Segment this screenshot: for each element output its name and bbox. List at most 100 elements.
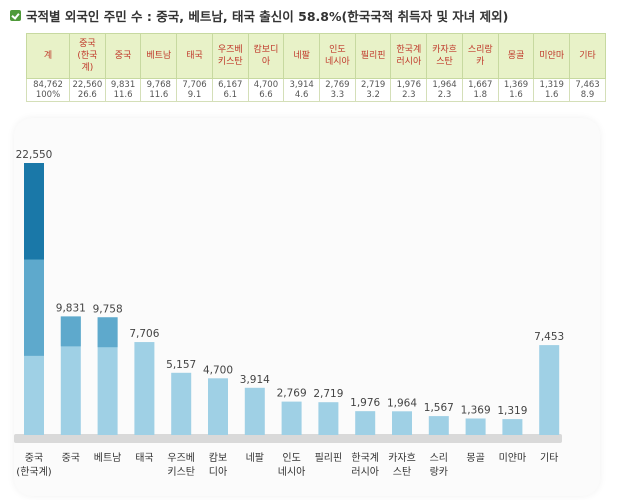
x-tick-label: 카자흐 xyxy=(388,452,416,464)
x-tick-label: 키스탄 xyxy=(167,466,195,478)
data-label: 2,719 xyxy=(313,388,343,400)
table-header-row: 계 중국 (한국 계) 중국 베트남 태국 우즈베 키스탄 캄보디 아 네팔 인도 네시아 필리핀 한국계 러시… xyxy=(26,33,606,79)
bar-segment-mid xyxy=(60,316,81,347)
x-tick-label: 중국 xyxy=(25,452,43,464)
x-tick-label: 랑카 xyxy=(430,466,448,478)
table-cell: 9,768 11.6 xyxy=(140,78,178,102)
table-cell: 84,762 100% xyxy=(26,78,70,102)
bar xyxy=(465,418,486,435)
cell-count: 84,762 xyxy=(33,80,63,90)
cell-count: 9,831 xyxy=(110,80,136,90)
table-row: 84,762 100% 22,560 26.6 9,831 11.6 9,768 11.6 7,… xyxy=(26,78,606,102)
table-header-cell: 미얀마 xyxy=(533,33,571,79)
x-tick-label: 네팔 xyxy=(246,452,264,464)
table-header-cell: 계 xyxy=(26,33,70,79)
bar-segment-mid xyxy=(97,317,118,348)
cell-percent: 6.1 xyxy=(223,90,237,100)
cell-percent: 4.6 xyxy=(294,90,309,100)
table-cell: 1,319 1.6 xyxy=(533,78,571,102)
baseline-shadow xyxy=(14,434,562,443)
data-label: 7,453 xyxy=(534,331,564,343)
x-tick-label: 기타 xyxy=(540,452,558,464)
cell-percent: 3.2 xyxy=(366,90,380,100)
cell-count: 1,667 xyxy=(468,80,493,90)
page-title: 국적별 외국인 주민 수 : 중국, 베트남, 태국 출신이 58.8%(한국국… xyxy=(26,8,509,24)
table-header-cell: 카자흐 스탄 xyxy=(426,33,463,79)
x-tick-label: 몽골 xyxy=(466,452,484,464)
x-tick-label: 네시아 xyxy=(278,466,306,478)
cell-percent: 3.3 xyxy=(330,90,345,100)
cell-count: 6,167 xyxy=(218,80,243,90)
cell-count: 1,369 xyxy=(503,80,529,90)
bar xyxy=(208,378,228,435)
data-label: 7,706 xyxy=(129,328,159,340)
cell-percent: 1.6 xyxy=(509,90,523,100)
data-label: 9,758 xyxy=(93,303,123,315)
table-cell: 1,964 2.3 xyxy=(426,78,463,102)
x-tick-label: 베트남 xyxy=(94,452,122,464)
data-label: 5,157 xyxy=(166,359,196,371)
table-cell: 6,167 6.1 xyxy=(211,78,249,102)
data-label: 1,319 xyxy=(497,405,527,417)
bar xyxy=(539,345,560,435)
cell-percent: 9.1 xyxy=(187,90,202,100)
cell-percent: 100% xyxy=(35,90,61,100)
check-square-icon xyxy=(10,9,21,21)
x-tick-label: 한국계 xyxy=(351,452,379,464)
table-header-cell: 필리핀 xyxy=(354,33,392,79)
data-label: 1,567 xyxy=(424,402,454,414)
x-tick-label: 스탄 xyxy=(393,466,411,478)
table-cell: 2,769 3.3 xyxy=(319,78,356,102)
cell-count: 1,976 xyxy=(396,80,421,90)
cell-count: 2,769 xyxy=(325,80,350,90)
x-tick-label: (한국계) xyxy=(16,466,52,478)
cell-percent: 8.9 xyxy=(580,90,595,100)
data-label: 1,976 xyxy=(350,397,380,409)
x-tick-label: 필리핀 xyxy=(315,452,343,464)
bar xyxy=(134,342,155,435)
cell-percent: 11.6 xyxy=(149,90,169,100)
x-tick-label: 우즈베 xyxy=(167,452,195,464)
cell-count: 3,914 xyxy=(289,80,314,90)
table-cell: 7,463 8.9 xyxy=(569,78,606,102)
cell-percent: 2.3 xyxy=(402,90,416,100)
data-label: 4,700 xyxy=(203,364,233,376)
data-label: 1,369 xyxy=(461,404,491,416)
bar-segment-dark xyxy=(24,163,44,260)
cell-percent: 2.3 xyxy=(437,90,452,100)
bar-segment-mid xyxy=(24,259,44,356)
x-tick-label: 캄보 xyxy=(209,452,227,464)
bar xyxy=(392,411,412,435)
x-tick-label: 중국 xyxy=(62,452,80,464)
bar xyxy=(281,401,302,435)
cell-count: 22,560 xyxy=(72,80,103,90)
cell-count: 4,700 xyxy=(253,80,279,90)
cell-percent: 1.8 xyxy=(473,90,488,100)
table-cell: 1,667 1.8 xyxy=(461,78,499,102)
data-label: 1,964 xyxy=(387,397,417,409)
stats-table: 계 중국 (한국 계) 중국 베트남 태국 우즈베 키스탄 캄보디 아 네팔 인도 네시아 필리핀 한국계 러시… xyxy=(26,33,606,102)
x-tick-label: 미얀마 xyxy=(499,451,527,464)
table-cell: 1,369 1.6 xyxy=(497,78,535,102)
table-cell: 4,700 6.6 xyxy=(247,78,285,102)
x-tick-label: 러시아 xyxy=(351,466,379,478)
cell-count: 7,706 xyxy=(182,80,207,90)
table-header-cell: 베트남 xyxy=(140,33,178,79)
table-header-cell: 스리랑 카 xyxy=(461,33,499,79)
cell-count: 2,719 xyxy=(360,80,386,90)
x-tick-label: 태국 xyxy=(135,452,153,464)
cell-percent: 6.6 xyxy=(259,90,273,100)
x-tick-label: 인도 xyxy=(282,452,300,464)
table-header-cell: 캄보디 아 xyxy=(247,33,285,79)
bar xyxy=(502,419,523,435)
table-cell: 3,914 4.6 xyxy=(283,78,321,102)
title-row: 국적별 외국인 주민 수 : 중국, 베트남, 태국 출신이 58.8%(한국국… xyxy=(10,4,508,26)
cell-count: 7,463 xyxy=(575,80,600,90)
cell-count: 1,964 xyxy=(432,80,457,90)
bar xyxy=(428,416,449,435)
data-label: 22,550 xyxy=(16,149,53,161)
table-header-cell: 네팔 xyxy=(283,33,321,79)
table-header-cell: 몽골 xyxy=(497,33,535,79)
table-header-cell: 태국 xyxy=(176,33,213,79)
